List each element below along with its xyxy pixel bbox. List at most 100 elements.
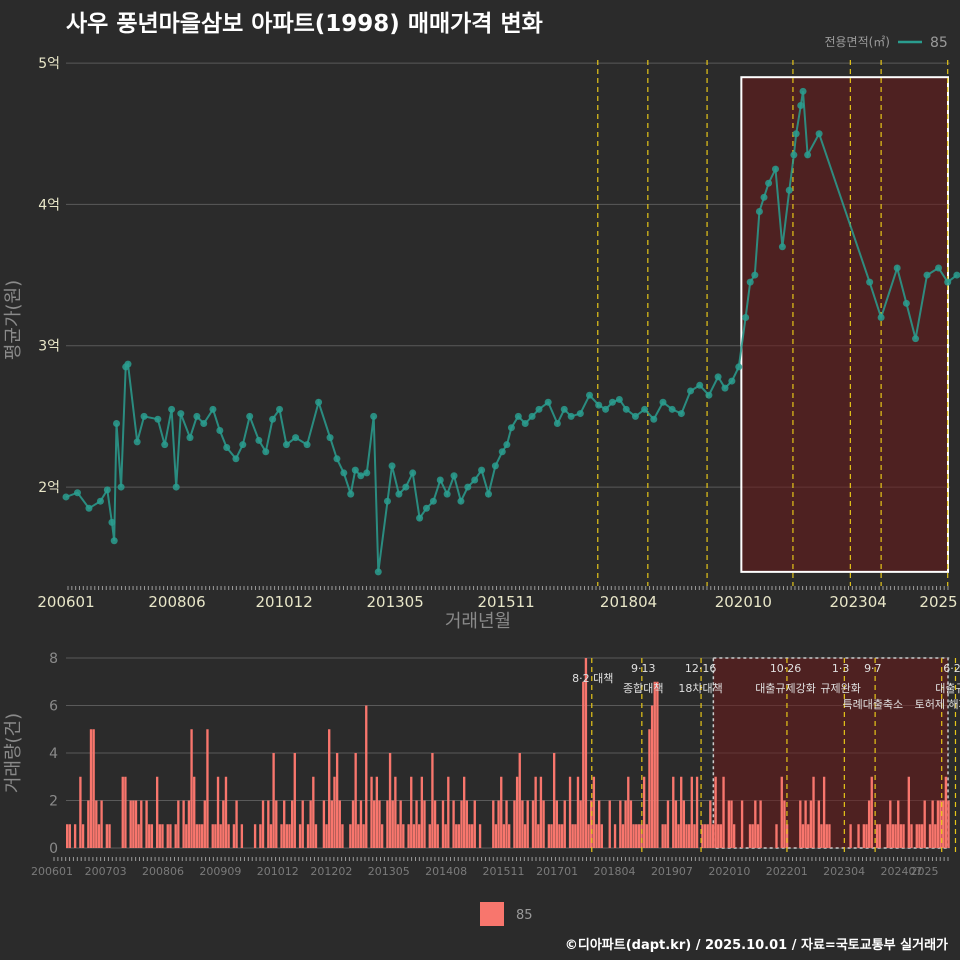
volume-x-tick-label: 202304 xyxy=(823,865,865,878)
price-point xyxy=(388,462,396,470)
volume-bar xyxy=(717,824,720,848)
annotation-text: 종합대책 xyxy=(623,682,663,695)
price-point xyxy=(631,412,639,420)
volume-bar xyxy=(206,729,209,848)
volume-bar xyxy=(902,824,905,848)
volume-bar xyxy=(465,800,468,848)
volume-bar xyxy=(714,776,717,848)
page-title: 사우 풍년마을삼보 아파트(1998) 매매가격 변화 xyxy=(66,11,543,37)
volume-bar xyxy=(396,824,400,848)
price-point xyxy=(110,537,118,545)
price-x-tick-label: 200601 xyxy=(37,593,94,611)
price-point xyxy=(429,497,437,505)
volume-bar xyxy=(685,824,688,848)
volume-bar xyxy=(539,776,543,848)
volume-x-tick-label: 200601 xyxy=(31,865,73,878)
price-point xyxy=(893,264,901,272)
price-point xyxy=(282,441,290,449)
volume-bar xyxy=(740,800,744,848)
volume-bar xyxy=(132,800,135,848)
price-point xyxy=(595,401,603,409)
volume-bar xyxy=(825,824,828,848)
volume-bar xyxy=(349,824,352,848)
volume-bar xyxy=(200,824,204,848)
volume-bar xyxy=(645,824,648,848)
volume-bar xyxy=(391,800,394,848)
price-x-tick-label: 201511 xyxy=(477,593,534,611)
volume-bar xyxy=(934,824,937,848)
volume-bar xyxy=(526,800,529,848)
price-point xyxy=(416,514,424,522)
price-point xyxy=(351,466,359,474)
price-point xyxy=(326,434,334,442)
volume-bar xyxy=(373,800,376,848)
volume-bar xyxy=(775,824,778,848)
volume-bar xyxy=(936,800,940,848)
volume-bar xyxy=(161,824,164,848)
volume-y-tick-label: 6 xyxy=(49,699,58,715)
volume-bar xyxy=(261,800,265,848)
volume-bar xyxy=(653,681,656,848)
volume-bar xyxy=(219,824,222,848)
price-point xyxy=(177,410,185,418)
volume-bar xyxy=(592,776,596,848)
price-point xyxy=(347,490,355,498)
price-point xyxy=(103,486,111,494)
volume-bar xyxy=(613,824,617,848)
volume-bar xyxy=(198,824,201,848)
volume-bar xyxy=(656,681,659,848)
volume-bar xyxy=(166,824,169,848)
volume-bar xyxy=(563,800,566,848)
legend-title: 전용면적(㎡) xyxy=(824,35,890,49)
price-point xyxy=(953,271,960,279)
volume-bar xyxy=(785,824,789,848)
price-x-tick-label: 200806 xyxy=(148,593,205,611)
price-point xyxy=(912,335,920,343)
volume-bar xyxy=(97,824,101,848)
price-point xyxy=(363,469,371,477)
volume-bar xyxy=(807,824,810,848)
volume-bar xyxy=(272,753,275,848)
volume-bar xyxy=(365,705,368,848)
price-point xyxy=(117,483,125,491)
volume-bar xyxy=(690,776,693,848)
volume-bar xyxy=(306,824,310,848)
price-point xyxy=(650,415,658,423)
price-point xyxy=(746,278,754,286)
volume-bar xyxy=(730,800,733,848)
volume-bar xyxy=(335,753,339,848)
volume-bar xyxy=(574,824,577,848)
volume-bar xyxy=(473,800,476,848)
price-point xyxy=(760,193,768,201)
volume-bar xyxy=(727,800,731,848)
price-point xyxy=(133,438,141,446)
volume-bar xyxy=(579,800,582,848)
volume-bar xyxy=(121,776,124,848)
volume-bar xyxy=(552,753,556,848)
price-point xyxy=(450,472,458,480)
volume-bar xyxy=(918,824,921,848)
price-point xyxy=(507,424,515,432)
volume-bar xyxy=(706,824,709,848)
volume-bar xyxy=(754,800,757,848)
price-point xyxy=(96,497,104,505)
price-point xyxy=(668,405,676,413)
volume-bar xyxy=(889,800,892,848)
volume-bar xyxy=(629,800,633,848)
volume-bar xyxy=(407,824,410,848)
volume-x-tick-label: 201012 xyxy=(257,865,299,878)
price-point xyxy=(721,384,729,392)
volume-bar xyxy=(508,824,511,848)
price-point xyxy=(200,419,208,427)
volume-bar xyxy=(412,824,416,848)
volume-bar xyxy=(809,800,813,848)
price-point xyxy=(303,441,311,449)
volume-bar xyxy=(386,800,389,848)
volume-bar xyxy=(81,824,85,848)
volume-bar xyxy=(328,729,331,848)
price-point xyxy=(771,165,779,173)
price-point xyxy=(602,405,610,413)
volume-bar xyxy=(701,824,704,848)
volume-bar xyxy=(288,824,291,848)
